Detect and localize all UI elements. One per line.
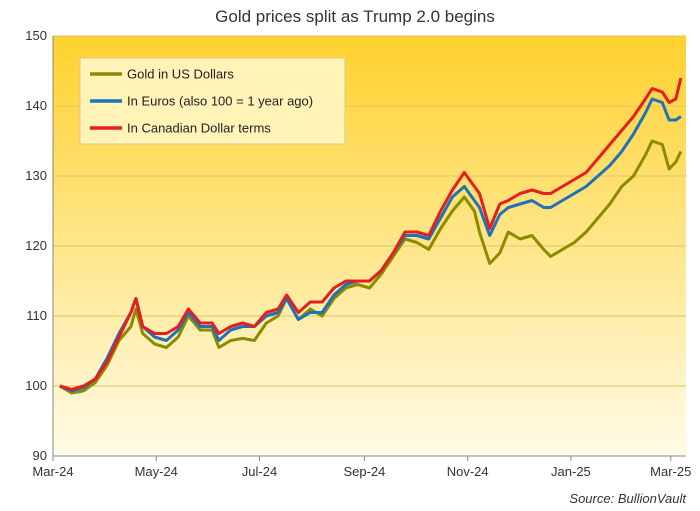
y-tick-label: 90 [33,448,47,463]
legend-label: Gold in US Dollars [127,67,234,82]
x-tick-label: Nov-24 [447,464,489,479]
legend: Gold in US Dollars In Euros (also 100 = 1… [79,57,346,145]
series-line-0 [59,139,683,395]
legend-label: In Euros (also 100 = 1 year ago) [127,94,313,109]
y-tick-label: 130 [25,168,47,183]
x-tick-label: Mar-24 [32,464,73,479]
series-lines [59,77,683,395]
legend-label: In Canadian Dollar terms [127,121,271,136]
y-axis: 90 100 110 120 130 140 150 [25,28,54,463]
legend-box [79,57,346,145]
y-tick-label: 100 [25,378,47,393]
y-tick-label: 110 [26,308,47,323]
chart-title: Gold prices split as Trump 2.0 begins [215,7,495,26]
x-tick-label: Mar-25 [650,464,691,479]
y-tick-label: 150 [25,28,47,43]
x-tick-label: Jul-24 [242,464,277,479]
x-tick-label: Sep-24 [343,464,385,479]
y-tick-label: 140 [25,98,47,113]
source-note: Source: BullionVault [569,491,687,506]
x-tick-label: May-24 [135,464,178,479]
y-tick-label: 120 [25,238,47,253]
series-line-2 [59,77,683,391]
x-tick-label: Jan-25 [551,464,591,479]
x-axis: Mar-24 May-24 Jul-24 Sep-24 Nov-24 Jan-25 Mar-… [32,455,691,479]
